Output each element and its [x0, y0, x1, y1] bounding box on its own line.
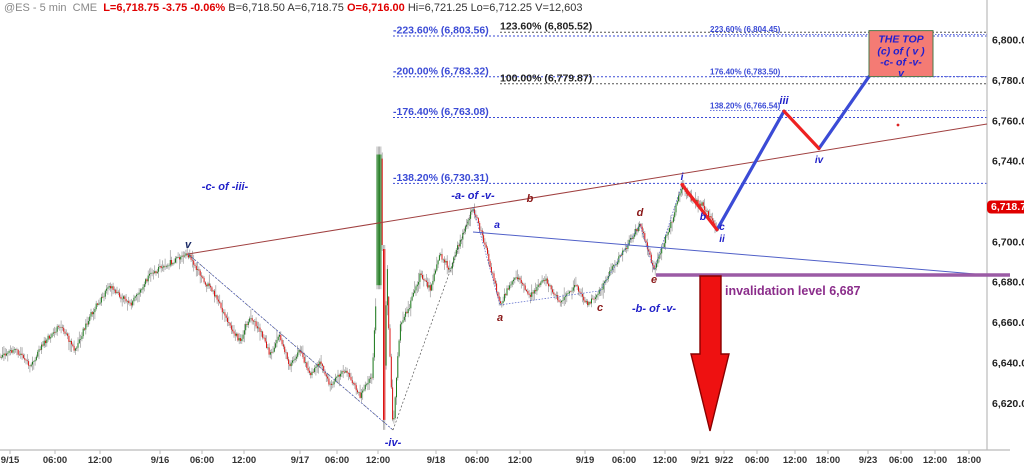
svg-text:-223.60% (6,803.56): -223.60% (6,803.56) [393, 25, 489, 37]
svg-text:ii: ii [719, 234, 725, 245]
svg-text:6,640.00: 6,640.00 [992, 358, 1024, 370]
svg-text:iv: iv [815, 155, 825, 166]
svg-text:-200.00% (6,783.32): -200.00% (6,783.32) [393, 65, 489, 77]
svg-text:12:00: 12:00 [923, 455, 947, 466]
svg-text:6,718.75: 6,718.75 [991, 201, 1024, 213]
svg-text:a: a [497, 312, 503, 324]
svg-text:06:00: 06:00 [190, 455, 214, 466]
svg-text:9/16: 9/16 [151, 455, 170, 466]
svg-text:-iv-: -iv- [385, 437, 402, 449]
svg-text:e: e [651, 274, 657, 286]
svg-text:i: i [681, 172, 684, 183]
svg-text:223.60% (6,804.45): 223.60% (6,804.45) [710, 25, 781, 34]
svg-text:176.40% (6,783.50): 176.40% (6,783.50) [710, 67, 781, 76]
svg-text:06:00: 06:00 [465, 455, 489, 466]
svg-text:06:00: 06:00 [325, 455, 349, 466]
svg-text:6,740.00: 6,740.00 [992, 156, 1024, 168]
svg-text:6,680.00: 6,680.00 [992, 277, 1024, 289]
svg-text:12:00: 12:00 [366, 455, 390, 466]
svg-text:b: b [700, 211, 707, 223]
svg-text:06:00: 06:00 [889, 455, 913, 466]
svg-text:-a- of -v-: -a- of -v- [451, 190, 495, 202]
svg-text:6,780.00: 6,780.00 [992, 75, 1024, 87]
svg-text:THE TOP: THE TOP [878, 34, 924, 46]
svg-text:9/22: 9/22 [715, 455, 734, 466]
svg-text:-176.40% (6,763.08): -176.40% (6,763.08) [393, 106, 489, 118]
svg-text:6,660.00: 6,660.00 [992, 317, 1024, 329]
svg-text:iii: iii [779, 95, 789, 107]
svg-text:12:00: 12:00 [783, 455, 807, 466]
svg-text:9/18: 9/18 [427, 455, 446, 466]
svg-text:v: v [185, 239, 192, 251]
svg-text:12:00: 12:00 [508, 455, 532, 466]
svg-text:18:00: 18:00 [816, 455, 840, 466]
svg-text:123.60% (6,805.52): 123.60% (6,805.52) [500, 21, 592, 33]
svg-text:6,700.00: 6,700.00 [992, 237, 1024, 249]
svg-text:invalidation level 6,687: invalidation level 6,687 [725, 284, 861, 298]
svg-text:9/23: 9/23 [859, 455, 878, 466]
svg-text:9/19: 9/19 [576, 455, 595, 466]
svg-text:a: a [494, 219, 500, 231]
svg-text:9/21: 9/21 [691, 455, 710, 466]
svg-text:18:00: 18:00 [957, 455, 981, 466]
svg-text:100.00% (6,779.87): 100.00% (6,779.87) [500, 72, 592, 84]
svg-text:b: b [527, 193, 534, 205]
svg-text:d: d [637, 207, 644, 219]
svg-text:138.20% (6,766.54): 138.20% (6,766.54) [710, 101, 781, 110]
svg-text:12:00: 12:00 [88, 455, 112, 466]
svg-text:6,760.00: 6,760.00 [992, 116, 1024, 128]
svg-text:12:00: 12:00 [653, 455, 677, 466]
svg-text:06:00: 06:00 [745, 455, 769, 466]
svg-text:06:00: 06:00 [43, 455, 67, 466]
svg-text:6,800.00: 6,800.00 [992, 35, 1024, 47]
svg-text:06:00: 06:00 [612, 455, 636, 466]
svg-text:c: c [597, 302, 603, 314]
svg-text:6,620.00: 6,620.00 [992, 398, 1024, 410]
svg-text:-138.20% (6,730.31): -138.20% (6,730.31) [393, 172, 489, 184]
svg-text:-c- of -iii-: -c- of -iii- [202, 181, 249, 193]
svg-text:9/15: 9/15 [1, 455, 20, 466]
svg-text:-b- of -v-: -b- of -v- [632, 303, 676, 315]
svg-text:c: c [719, 222, 725, 233]
svg-text:9/17: 9/17 [291, 455, 310, 466]
svg-text:12:00: 12:00 [232, 455, 256, 466]
